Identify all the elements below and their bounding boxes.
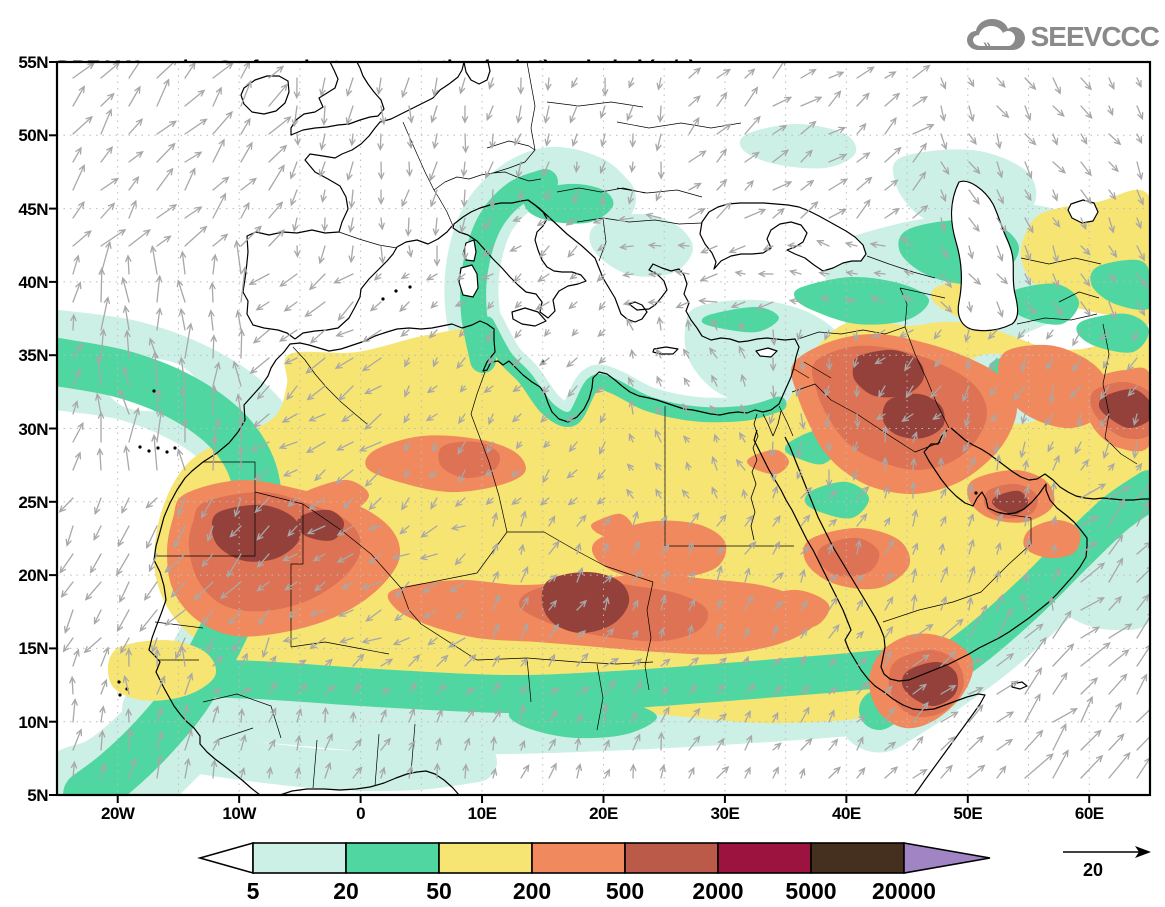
lat-tick-label: 35N (18, 346, 48, 366)
colorbar-label: 20000 (872, 878, 936, 904)
lon-tick-label: 10E (467, 804, 497, 823)
colorbar-label: 200 (513, 878, 551, 904)
lon-tick-label: 20W (100, 804, 135, 823)
lat-tick-label: 15N (18, 639, 48, 659)
wind-reference: 20 (1055, 840, 1160, 892)
lat-tick-label: 55N (18, 53, 48, 72)
lon-tick-label: 0 (356, 804, 366, 823)
colorbar-label: 5000 (785, 878, 836, 904)
lat-tick-label: 20N (18, 566, 48, 586)
colorbar-label: 50 (426, 878, 452, 904)
lat-tick-label: 10N (18, 712, 48, 732)
map-canvas (49, 60, 1152, 803)
lat-tick-label: 45N (18, 199, 48, 219)
lat-tick-label: 50N (18, 126, 48, 146)
colorbar: 5 20 50 200 500 2000 5000 20000 (197, 841, 991, 904)
colorbar-label: 5 (247, 878, 260, 904)
lat-tick-label: 5N (27, 786, 48, 805)
wind-ref-arrow-icon (1063, 846, 1151, 858)
colorbar-label: 20 (333, 878, 359, 904)
logo-text: SEEVCCC (1030, 21, 1160, 52)
lon-tick-label: 40E (831, 804, 861, 823)
lon-tick-label: 10W (222, 804, 256, 823)
wind-ref-label: 20 (1083, 860, 1104, 880)
lon-tick-label: 30E (710, 804, 740, 823)
cloud-logo-icon: » (966, 19, 1025, 52)
lon-tick-label: 50E (953, 804, 983, 823)
seevccc-logo: » SEEVCCC (965, 16, 1160, 58)
svg-text:»: » (983, 36, 991, 52)
lon-tick-label: 20E (589, 804, 618, 823)
lat-tick-label: 25N (18, 492, 48, 512)
colorbar-label: 500 (606, 878, 644, 904)
lon-tick-label: 60E (1074, 804, 1104, 823)
colorbar-label: 2000 (692, 878, 743, 904)
lat-tick-label: 40N (18, 272, 48, 292)
lat-tick-label: 30N (18, 419, 48, 439)
